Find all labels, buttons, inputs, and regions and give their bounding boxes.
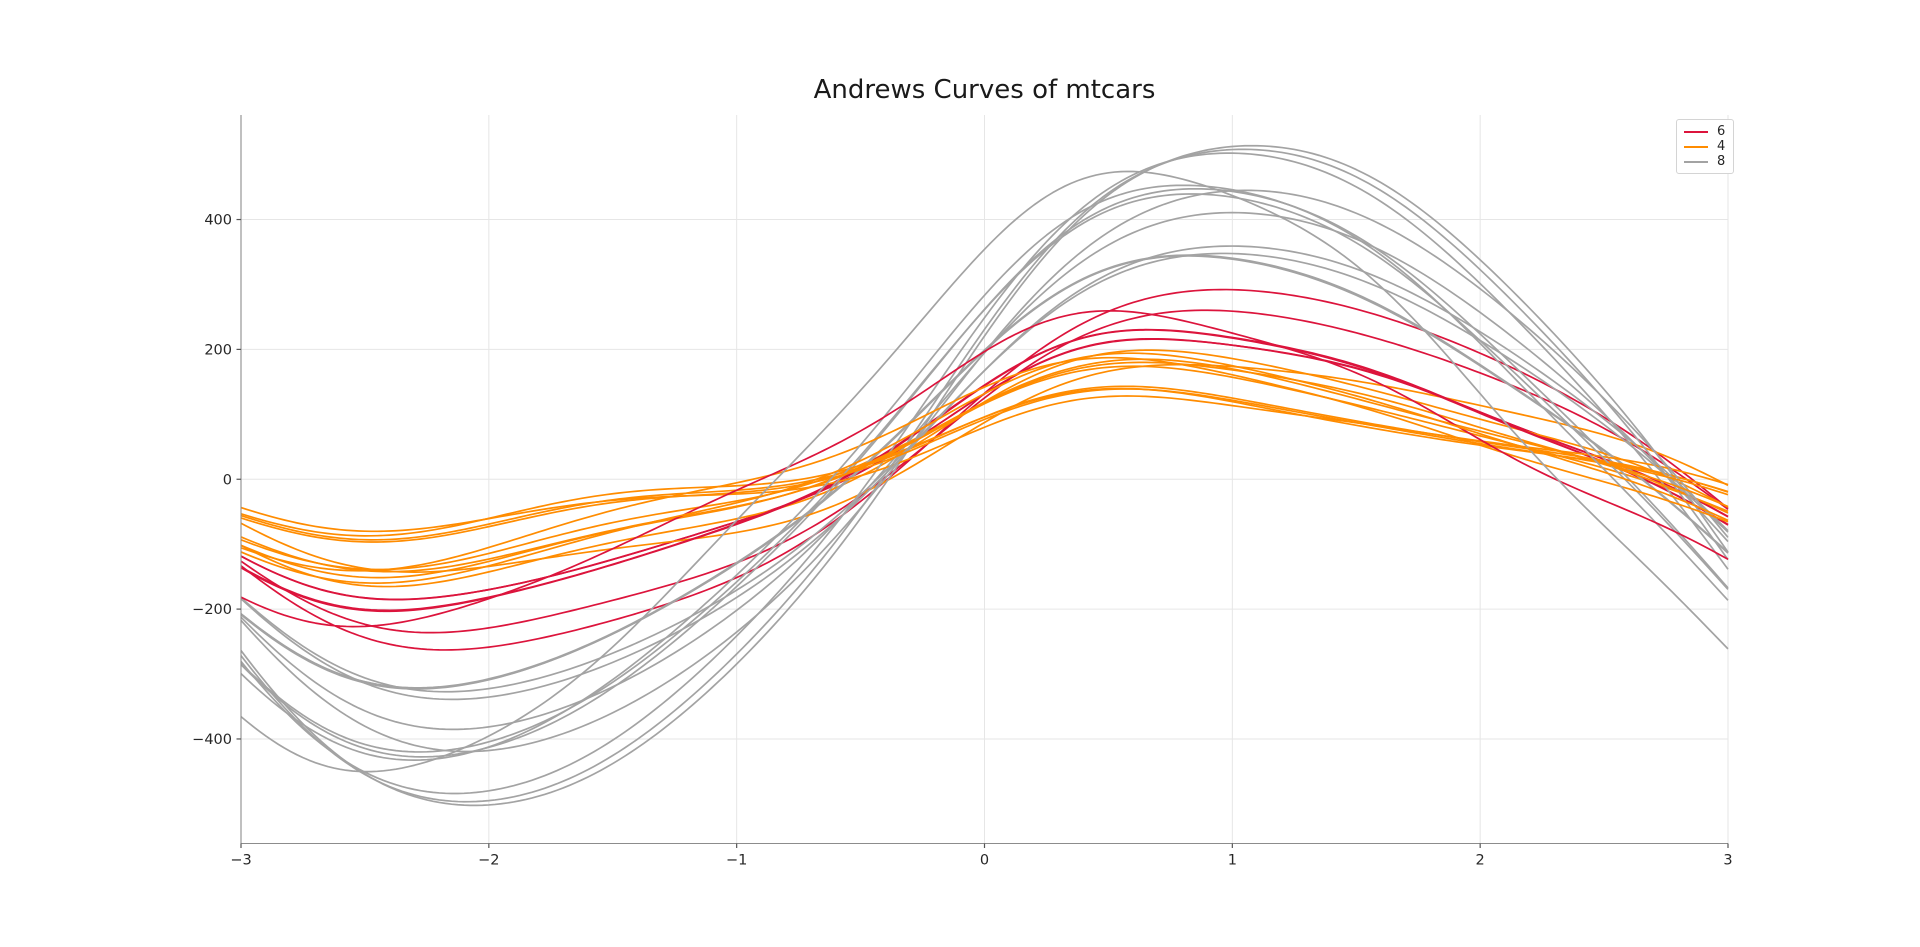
y-tick-label: −400 [192, 732, 232, 748]
andrews-curve-cyl-6 [240, 329, 1729, 613]
legend-item-cyl-6: 6 [1684, 124, 1725, 139]
andrews-curve-cyl-4 [240, 388, 1729, 543]
legend-box: 6 4 8 [1676, 119, 1735, 174]
andrews-curve-cyl-4 [240, 352, 1729, 584]
x-tick-label: 3 [1723, 853, 1732, 869]
andrews-curve-cyl-4 [240, 358, 1729, 579]
legend-line-swatch-red [1684, 130, 1708, 133]
andrews-curve-cyl-8 [240, 170, 1729, 773]
chart-title: Andrews Curves of mtcars [813, 75, 1156, 105]
y-tick-label: −200 [192, 602, 232, 618]
andrews-curve-cyl-4 [240, 356, 1729, 572]
y-tick-label: 0 [223, 472, 232, 488]
x-tick-label: 2 [1476, 853, 1485, 869]
x-tick-label: −3 [230, 853, 251, 869]
legend-item-cyl-4: 4 [1684, 139, 1725, 154]
andrews-curve-cyl-6 [240, 309, 1729, 634]
legend-label-cyl-6: 6 [1717, 124, 1726, 139]
andrews-curve-cyl-4 [240, 361, 1729, 573]
andrews-curve-cyl-8 [240, 148, 1729, 803]
legend-label-cyl-8: 8 [1717, 154, 1726, 169]
x-tick-label: 0 [980, 853, 989, 869]
x-tick-label: 1 [1228, 853, 1237, 869]
legend-item-cyl-8: 8 [1684, 154, 1725, 169]
y-tick-label: 400 [204, 213, 232, 229]
legend-line-swatch-gray [1684, 160, 1708, 163]
andrews-curve-cyl-8 [240, 144, 1729, 807]
y-tick-label: 200 [204, 342, 232, 358]
legend-line-swatch-orange [1684, 145, 1708, 148]
x-tick-label: −1 [726, 853, 747, 869]
andrews-curve-cyl-6 [240, 309, 1729, 628]
x-tick-label: −2 [478, 853, 499, 869]
andrews-curve-cyl-8 [240, 193, 1729, 753]
andrews-curve-cyl-8 [240, 152, 1729, 795]
andrews-curve-cyl-8 [240, 184, 1729, 761]
legend-label-cyl-4: 4 [1717, 139, 1726, 154]
